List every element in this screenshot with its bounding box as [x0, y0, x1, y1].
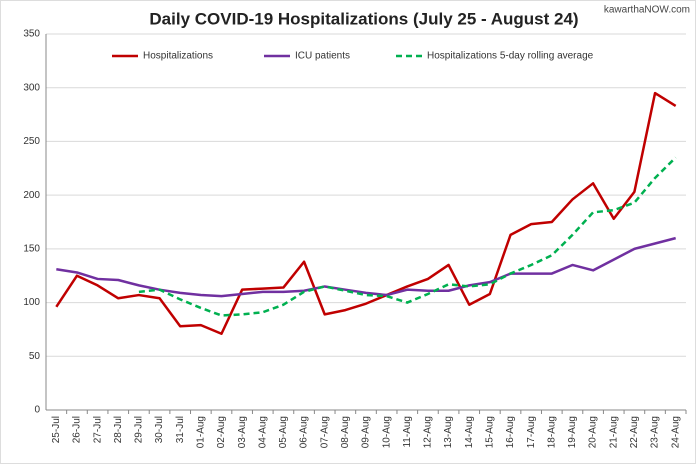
x-tick-label: 19-Aug [567, 416, 578, 448]
x-tick-label: 02-Aug [216, 416, 227, 448]
y-tick-label: 300 [23, 82, 40, 93]
series-line [138, 156, 677, 317]
series-line [55, 91, 677, 335]
x-tick-label: 09-Aug [361, 416, 372, 448]
x-tick-label: 28-Jul [113, 416, 124, 443]
y-tick-label: 100 [23, 297, 40, 308]
watermark: kawarthaNOW.com [604, 5, 690, 16]
x-tick-label: 13-Aug [443, 416, 454, 448]
x-tick-label: 27-Jul [92, 416, 103, 443]
x-tick-label: 18-Aug [546, 416, 557, 448]
x-tick-label: 06-Aug [299, 416, 310, 448]
x-tick-label: 24-Aug [670, 416, 681, 448]
x-tick-label: 12-Aug [423, 416, 434, 448]
x-tick-label: 31-Jul [175, 416, 186, 443]
x-tick-label: 04-Aug [257, 416, 268, 448]
x-tick-label: 16-Aug [505, 416, 516, 448]
y-tick-label: 0 [34, 405, 40, 416]
x-tick-label: 07-Aug [319, 416, 330, 448]
x-tick-label: 20-Aug [588, 416, 599, 448]
chart-title: Daily COVID-19 Hospitalizations (July 25… [149, 9, 578, 28]
x-tick-label: 17-Aug [526, 416, 537, 448]
y-tick-label: 50 [29, 351, 41, 362]
x-tick-label: 23-Aug [650, 416, 661, 448]
x-tick-label: 10-Aug [381, 416, 392, 448]
legend-label: Hospitalizations 5-day rolling average [427, 51, 594, 62]
y-tick-label: 250 [23, 136, 40, 147]
legend-label: Hospitalizations [143, 51, 213, 62]
x-tick-label: 03-Aug [237, 416, 248, 448]
x-tick-label: 08-Aug [340, 416, 351, 448]
x-tick-label: 05-Aug [278, 416, 289, 448]
x-tick-label: 11-Aug [402, 416, 413, 448]
y-tick-label: 150 [23, 243, 40, 254]
x-tick-label: 30-Jul [154, 416, 165, 443]
x-tick-label: 15-Aug [485, 416, 496, 448]
x-tick-label: 29-Jul [134, 416, 145, 443]
x-tick-label: 26-Jul [72, 416, 83, 443]
x-tick-label: 14-Aug [464, 416, 475, 448]
x-tick-label: 21-Aug [608, 416, 619, 448]
legend-label: ICU patients [295, 51, 350, 62]
x-tick-label: 25-Jul [51, 416, 62, 443]
y-tick-label: 350 [23, 29, 40, 40]
y-tick-label: 200 [23, 190, 40, 201]
x-tick-label: 22-Aug [629, 416, 640, 448]
x-tick-label: 01-Aug [195, 416, 206, 448]
